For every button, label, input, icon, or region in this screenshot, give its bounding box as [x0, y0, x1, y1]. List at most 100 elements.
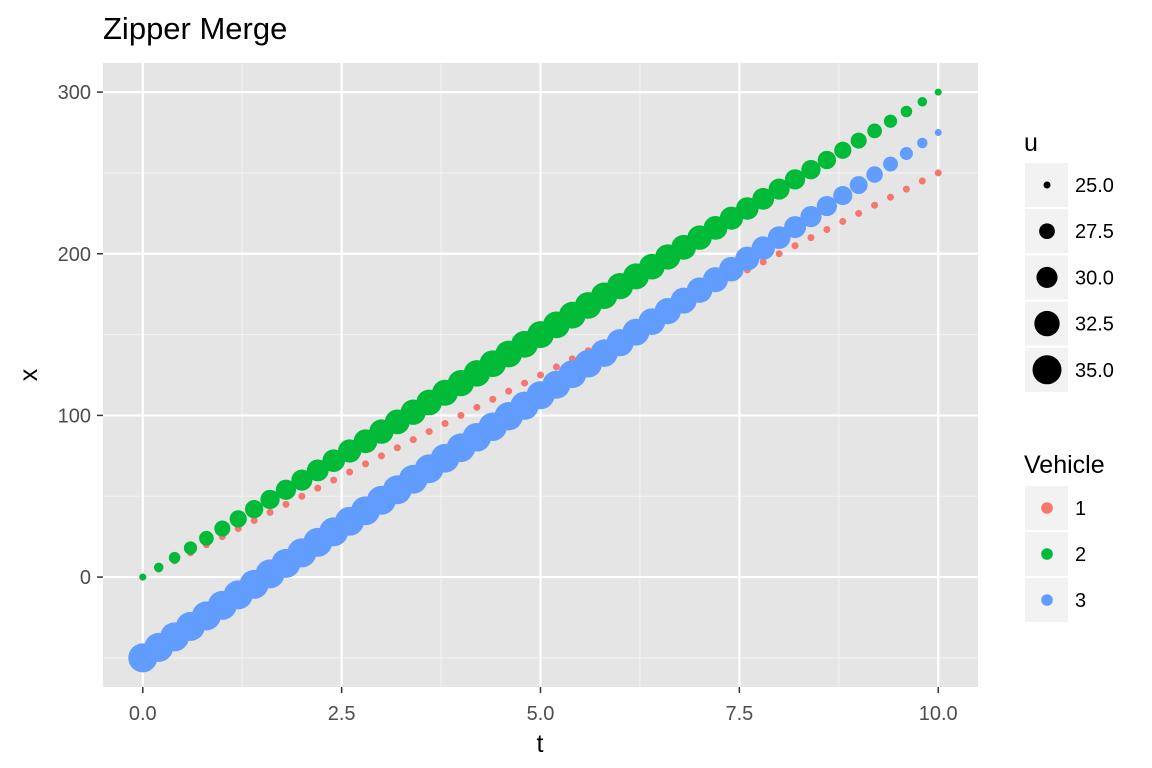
y-axis-title: x	[15, 368, 43, 381]
point-vehicle-1	[393, 444, 401, 452]
color-legend-label: 3	[1075, 590, 1086, 612]
point-vehicle-1	[902, 185, 910, 193]
point-vehicle-3	[833, 185, 853, 206]
point-vehicle-1	[918, 177, 926, 185]
point-vehicle-1	[377, 452, 385, 460]
size-legend-dot	[1036, 266, 1058, 288]
point-vehicle-2	[850, 132, 867, 149]
point-vehicle-2	[834, 141, 852, 159]
point-vehicle-2	[817, 150, 837, 170]
point-vehicle-2	[153, 562, 164, 573]
color-legend: Vehicle 1 2 3	[1024, 451, 1105, 622]
point-vehicle-3	[934, 129, 942, 137]
point-vehicle-2	[291, 469, 313, 491]
point-vehicle-1	[871, 201, 879, 209]
point-vehicle-1	[521, 379, 529, 387]
y-axis: 0 100 200 300	[58, 82, 103, 589]
x-tick-label: 5.0	[527, 703, 555, 725]
x-tick-label: 7.5	[725, 703, 753, 725]
y-tick-label: 100	[58, 405, 91, 427]
point-vehicle-3	[784, 216, 807, 239]
point-vehicle-2	[260, 489, 280, 510]
y-tick-label: 200	[58, 244, 91, 266]
point-vehicle-2	[867, 123, 882, 139]
point-vehicle-2	[139, 573, 147, 581]
point-vehicle-3	[883, 156, 898, 172]
point-vehicle-2	[275, 479, 297, 500]
point-vehicle-2	[883, 114, 898, 128]
point-vehicle-3	[816, 195, 837, 217]
chart-title: Zipper Merge	[103, 11, 287, 46]
point-vehicle-2	[900, 105, 913, 118]
x-tick-label: 2.5	[328, 703, 356, 725]
data-points	[128, 88, 942, 673]
point-vehicle-2	[917, 97, 928, 107]
point-vehicle-2	[801, 160, 821, 180]
point-vehicle-2	[934, 88, 942, 96]
point-vehicle-1	[473, 403, 481, 411]
point-vehicle-1	[298, 492, 306, 500]
color-legend-title: Vehicle	[1024, 451, 1105, 479]
size-legend-label: 25.0	[1075, 175, 1114, 197]
point-vehicle-2	[768, 178, 790, 200]
point-vehicle-3	[866, 166, 883, 183]
point-vehicle-3	[849, 176, 868, 195]
point-vehicle-3	[767, 226, 791, 249]
size-legend-label: 30.0	[1075, 267, 1114, 289]
point-vehicle-1	[250, 516, 258, 524]
color-legend-label: 2	[1075, 544, 1086, 566]
size-legend-label: 35.0	[1075, 360, 1114, 382]
point-vehicle-1	[314, 484, 322, 492]
color-legend-dot	[1041, 594, 1053, 606]
point-vehicle-1	[457, 411, 465, 419]
point-vehicle-1	[441, 419, 449, 427]
point-vehicle-1	[775, 250, 783, 258]
size-legend-dot	[1032, 355, 1062, 385]
point-vehicle-1	[505, 387, 513, 395]
point-vehicle-3	[899, 147, 913, 161]
point-vehicle-2	[736, 197, 759, 220]
point-vehicle-1	[425, 428, 433, 436]
point-vehicle-2	[183, 541, 198, 555]
size-legend-dot	[1043, 181, 1051, 189]
color-legend-label: 1	[1075, 498, 1086, 520]
x-axis: 0.0 2.5 5.0 7.5 10.0	[129, 687, 958, 725]
point-vehicle-2	[168, 551, 181, 564]
point-vehicle-1	[855, 209, 863, 217]
point-vehicle-1	[266, 508, 274, 516]
x-tick-label: 0.0	[129, 703, 157, 725]
point-vehicle-2	[752, 187, 775, 210]
point-vehicle-3	[917, 137, 928, 149]
point-vehicle-2	[229, 510, 247, 528]
point-vehicle-1	[346, 468, 354, 476]
size-legend-label: 32.5	[1075, 314, 1114, 336]
point-vehicle-1	[823, 226, 831, 234]
y-tick-label: 0	[80, 567, 91, 589]
point-vehicle-1	[839, 217, 847, 225]
point-vehicle-2	[214, 520, 231, 537]
point-vehicle-1	[409, 436, 417, 444]
size-legend-label: 27.5	[1075, 221, 1114, 243]
point-vehicle-3	[800, 206, 822, 228]
point-vehicle-1	[282, 500, 290, 508]
point-vehicle-2	[199, 530, 214, 546]
color-legend-dot	[1041, 548, 1053, 560]
point-vehicle-1	[887, 193, 894, 201]
size-legend-dot	[1034, 310, 1060, 337]
point-vehicle-1	[934, 169, 942, 177]
point-vehicle-1	[489, 395, 497, 403]
color-legend-dot	[1041, 502, 1053, 514]
point-vehicle-1	[759, 258, 767, 266]
x-tick-label: 10.0	[919, 703, 958, 725]
point-vehicle-1	[791, 242, 799, 250]
point-vehicle-1	[552, 363, 560, 371]
point-vehicle-1	[330, 476, 338, 484]
size-legend-title: u	[1024, 129, 1038, 157]
y-tick-label: 300	[58, 82, 91, 104]
size-legend-dot	[1039, 223, 1055, 240]
point-vehicle-1	[362, 460, 369, 468]
size-legend: u 25.0 27.5 30.0 32.5 35.0	[1024, 129, 1114, 392]
point-vehicle-2	[784, 169, 806, 190]
x-axis-title: t	[537, 730, 544, 758]
